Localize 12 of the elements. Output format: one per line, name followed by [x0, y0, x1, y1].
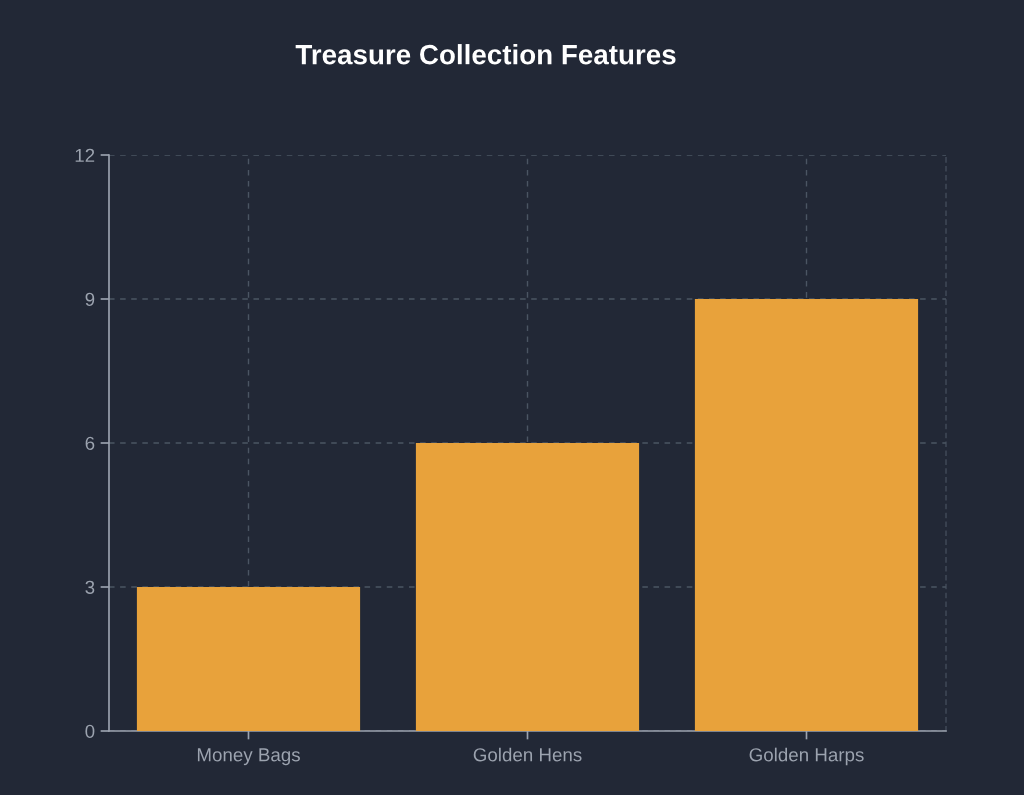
bar [415, 443, 640, 731]
bar [136, 587, 361, 731]
y-tick-label: 6 [85, 436, 95, 450]
y-tick-label: 3 [85, 580, 95, 594]
x-tick-label: Golden Harps [749, 747, 864, 766]
x-tick-label: Money Bags [197, 748, 300, 766]
bar [694, 299, 919, 731]
y-tick-label: 0 [85, 724, 95, 738]
y-tick-label: 12 [75, 148, 95, 162]
y-tick-label: 9 [85, 292, 95, 306]
x-tick-label: Golden Hens [473, 747, 582, 762]
chart-title: Treasure Collection Features [295, 44, 676, 65]
